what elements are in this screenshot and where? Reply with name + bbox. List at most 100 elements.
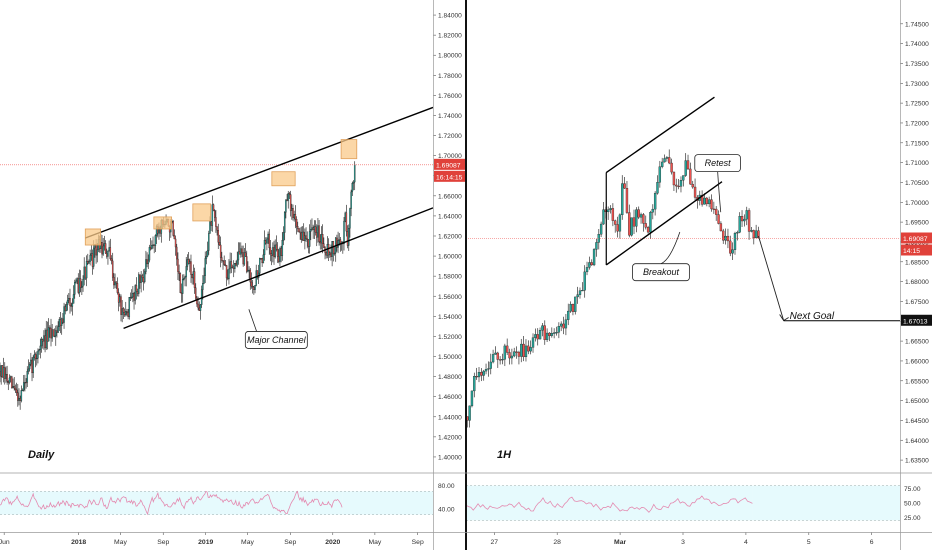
daily-candle-body [250, 281, 253, 287]
hourly-candle-body [743, 218, 746, 222]
daily-candle-body [238, 251, 241, 255]
hourly-candle-body [684, 160, 687, 176]
x-tick-label: 5 [807, 539, 811, 546]
daily-candle-body [184, 276, 186, 279]
daily-touch-box[interactable] [271, 171, 296, 187]
daily-annotation-box[interactable] [244, 331, 308, 349]
daily-candle [184, 275, 186, 287]
daily-candle [107, 250, 109, 265]
daily-candle [246, 250, 248, 274]
hourly-candle-body [569, 303, 572, 312]
y-tick-label: 1.64500 [905, 418, 929, 425]
hourly-candle-body [550, 333, 553, 336]
hourly-candle [644, 215, 647, 230]
hourly-candle [552, 328, 556, 339]
breakout-annotation-box[interactable] [632, 263, 690, 282]
daily-candle-body [299, 231, 301, 234]
daily-candle-body [183, 277, 185, 280]
daily-candle-body [116, 283, 119, 293]
hourly-y-axis[interactable]: 1.74500 1.74000 1.73500 1.73000 1.72500 1.720… [900, 0, 932, 532]
y-tick-label: 1.65000 [905, 398, 929, 405]
daily-candle [82, 275, 84, 292]
daily-candle [230, 252, 233, 274]
daily-candle-body [147, 259, 150, 265]
daily-candle-body [195, 287, 197, 299]
daily-candle [110, 255, 113, 265]
hourly-channel-upper-line[interactable] [605, 96, 715, 174]
daily-touch-box[interactable] [153, 216, 172, 230]
hourly-candle [477, 367, 481, 383]
hourly-candle [691, 180, 694, 189]
daily-candle-body [117, 292, 120, 303]
daily-candle [259, 257, 261, 276]
hourly-candle [557, 322, 561, 339]
hourly-channel-lower-line[interactable] [605, 181, 723, 266]
daily-candle-body [344, 212, 346, 222]
daily-candle-body [27, 368, 30, 372]
daily-candle-body [297, 226, 299, 229]
daily-candle [79, 270, 82, 293]
daily-candle-body [185, 266, 187, 278]
daily-candle [32, 355, 34, 378]
hourly-candle-body [529, 347, 532, 352]
daily-candle-body [218, 242, 221, 246]
retest-annotation-box[interactable] [694, 154, 741, 173]
daily-candle [348, 224, 350, 251]
hourly-plot-area[interactable] [466, 0, 900, 472]
hourly-candle [506, 338, 509, 356]
daily-candle-body [333, 252, 336, 255]
hourly-candle-body [649, 211, 652, 233]
daily-candle [96, 243, 98, 263]
daily-candle-body [227, 277, 229, 280]
hourly-candle-body [590, 262, 593, 266]
hourly-candle [527, 340, 530, 355]
hourly-candle-body [545, 332, 549, 340]
hourly-candle [576, 286, 579, 304]
daily-candle-body [295, 218, 298, 227]
daily-x-axis[interactable]: Jun 2018 May Sep 2019 May Sep 2020 May Sep [0, 532, 424, 546]
hourly-candle [625, 181, 629, 214]
rsi-tick-label: 25.00 [904, 515, 921, 522]
daily-candle-body [40, 339, 43, 347]
daily-candle [52, 329, 55, 337]
daily-touch-box[interactable] [192, 203, 211, 222]
hourly-candle-body [588, 262, 591, 268]
hourly-candle-body [747, 210, 751, 232]
daily-candle [27, 359, 30, 375]
hourly-candle [541, 323, 544, 337]
daily-channel-resistance-line[interactable] [85, 106, 434, 239]
daily-touch-box[interactable] [84, 228, 101, 246]
daily-candle [65, 301, 68, 312]
daily-candle-body [95, 244, 97, 256]
hourly-candle [672, 171, 676, 192]
hourly-candle-body [548, 332, 551, 336]
hourly-candle-body [503, 345, 507, 360]
daily-channel-support-line[interactable] [123, 207, 434, 330]
daily-candle [22, 375, 25, 392]
hourly-candle-body [557, 326, 561, 333]
daily-candle-body [352, 181, 355, 184]
hourly-candle-body [470, 390, 474, 407]
hourly-candle [710, 194, 713, 212]
daily-candle [38, 348, 40, 355]
rsi-band-ext [342, 491, 433, 515]
daily-candle [173, 229, 176, 240]
daily-candle-body [14, 387, 17, 391]
hourly-candle-body [715, 208, 718, 215]
daily-candle-body [15, 389, 18, 393]
hourly-candle-body [534, 334, 537, 338]
daily-candle [102, 237, 104, 256]
daily-y-axis[interactable]: 1.84000 1.82000 1.80000 1.78000 1.76000 1.740… [433, 0, 466, 532]
hourly-candle [717, 210, 720, 225]
x-tick-label: May [368, 539, 381, 546]
daily-candle-body [133, 292, 135, 301]
hourly-x-axis[interactable]: 27 28 Mar 3 4 5 6 [491, 532, 874, 546]
daily-candle-body [50, 327, 52, 339]
daily-candle [47, 318, 50, 342]
daily-candle-body [60, 318, 63, 326]
daily-candle-body [8, 377, 11, 383]
daily-candle-body [272, 247, 274, 256]
daily-touch-box[interactable] [340, 139, 358, 160]
daily-candle [241, 245, 243, 258]
daily-plot-area[interactable] [0, 0, 433, 472]
